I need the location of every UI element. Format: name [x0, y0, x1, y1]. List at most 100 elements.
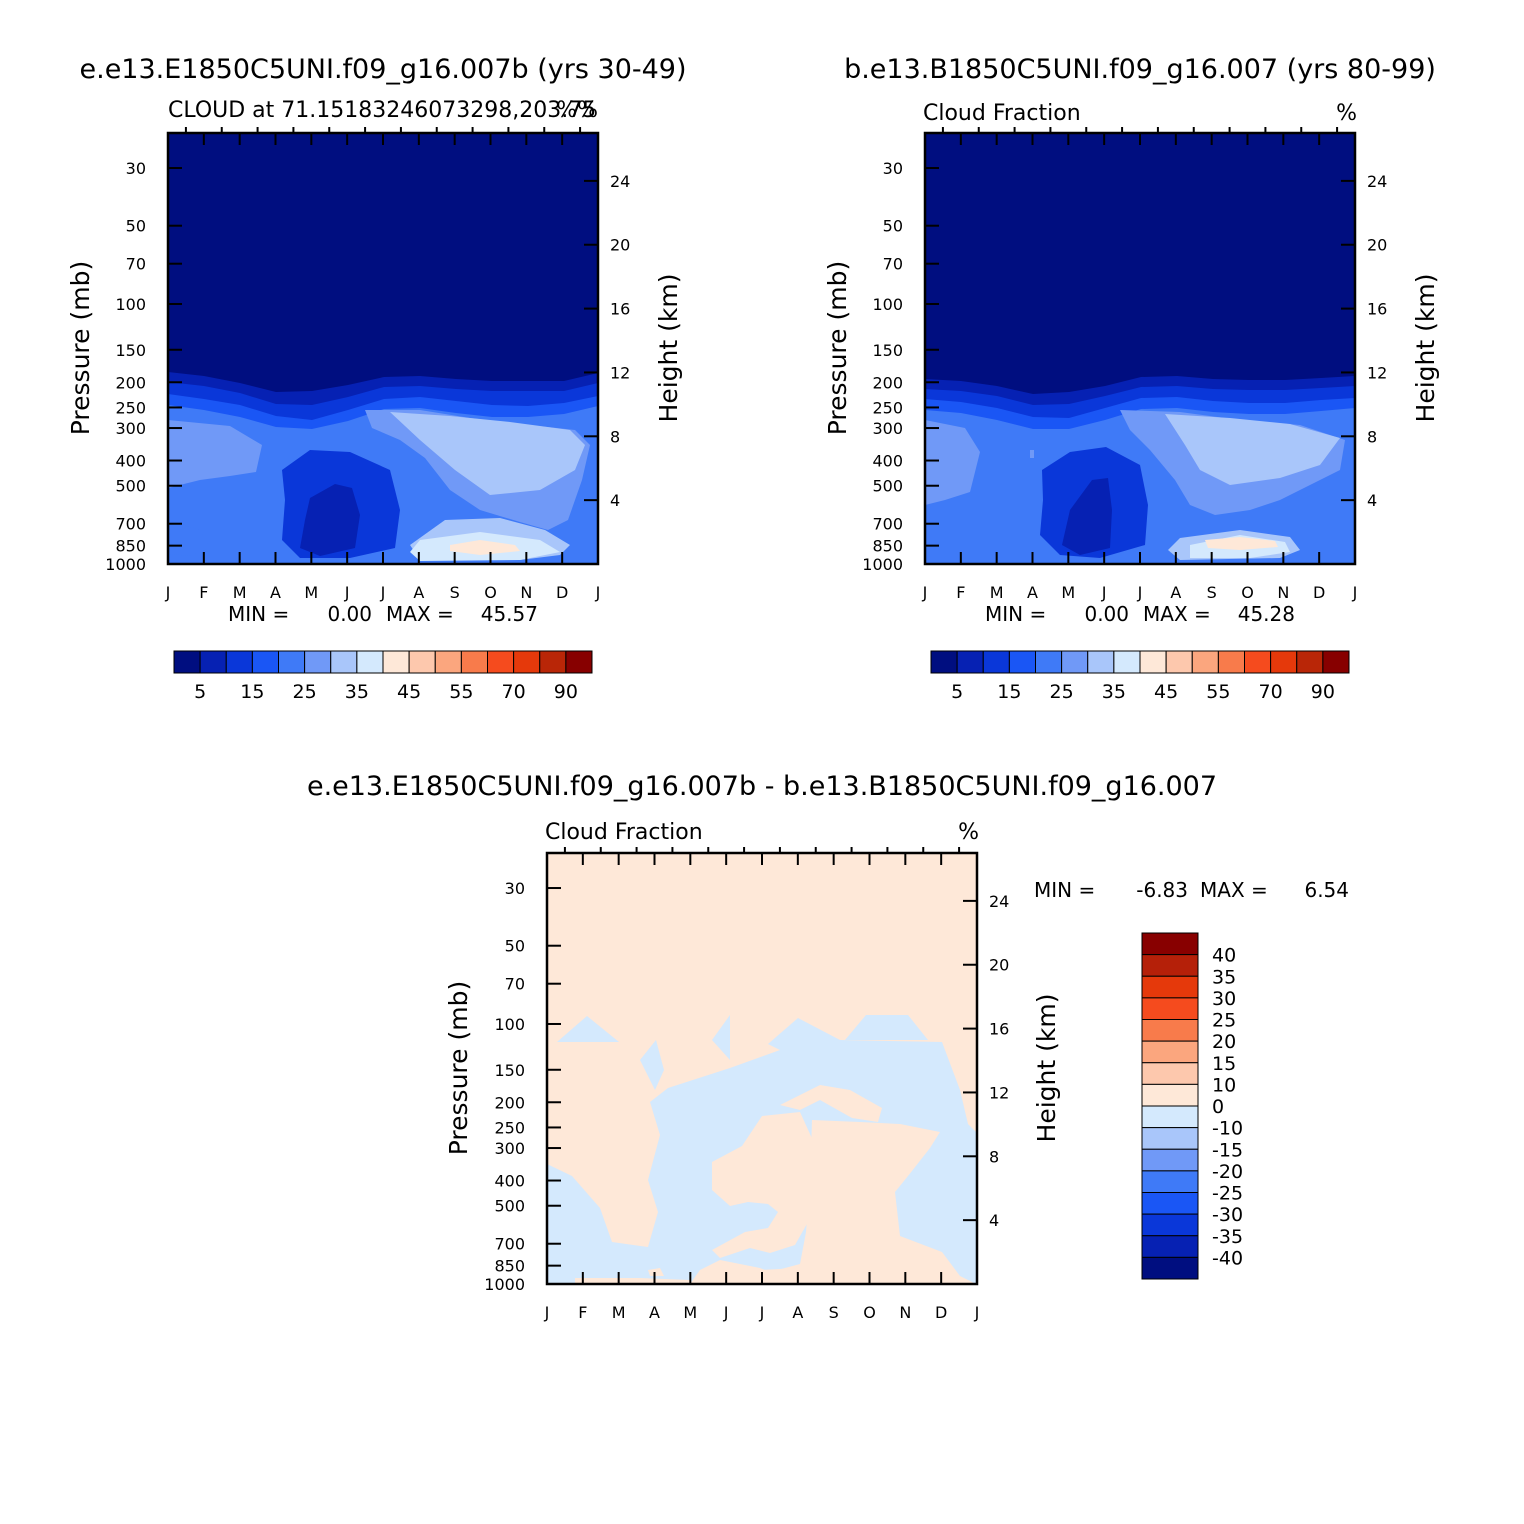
pressure-tick-label: 30	[505, 879, 525, 898]
pos-island-mid	[712, 1112, 815, 1258]
colorbar-swatch	[1322, 650, 1350, 674]
colorbar-label: -35	[1212, 1226, 1243, 1248]
colorbar-swatch	[1087, 650, 1115, 674]
colorbar-label: 35	[345, 681, 369, 703]
month-tick-label: J	[922, 583, 928, 602]
y2label-diff: Height (km)	[1032, 994, 1061, 1143]
pos-spot-bottom	[648, 1268, 664, 1276]
colorbar-label: 45	[1154, 681, 1178, 703]
stats-case: MIN = 0.00 MAX = 45.57	[228, 602, 538, 626]
colorbar-label: 25	[1050, 681, 1074, 703]
colorbar-label: 15	[1212, 1053, 1236, 1075]
min-label: MIN =	[1034, 878, 1095, 902]
pressure-tick-label: 200	[115, 373, 146, 392]
ylabel-control: Pressure (mb)	[823, 261, 852, 435]
month-tick-label: J	[1137, 583, 1143, 602]
colorbar-swatch	[460, 650, 488, 674]
band-core-deeper	[1062, 478, 1112, 555]
colorbar-swatch	[1141, 932, 1199, 956]
colorbar-swatch	[1165, 650, 1193, 674]
colorbar-label: -40	[1212, 1247, 1243, 1269]
month-tick-label: D	[1313, 583, 1325, 602]
band-spot	[1030, 450, 1034, 458]
title-control: b.e13.B1850C5UNI.f09_g16.007 (yrs 80-99)	[844, 54, 1436, 85]
neg-spot	[640, 1040, 664, 1090]
colorbar-swatch	[1139, 650, 1167, 674]
pressure-tick-label: 1000	[484, 1275, 525, 1294]
colorbar-swatch	[1141, 997, 1199, 1020]
colorbar-swatch	[382, 650, 410, 674]
colorbar-swatch	[1141, 1040, 1199, 1064]
pressure-tick-label: 30	[883, 159, 903, 178]
month-tick-label: N	[899, 1303, 911, 1322]
colorbar-swatch	[1141, 1213, 1199, 1237]
colorbar-label: 90	[1311, 681, 1335, 703]
pressure-tick-label: 150	[494, 1061, 525, 1080]
band-core-deeper	[300, 484, 360, 556]
month-tick-label: S	[450, 583, 460, 602]
colorbar-swatch	[1141, 1256, 1199, 1280]
colorbar-swatch	[539, 650, 567, 674]
subtitle-right: %%	[556, 98, 598, 123]
colorbar-label: 35	[1212, 966, 1236, 988]
month-tick-label: S	[829, 1303, 839, 1322]
month-tick-label: J	[165, 583, 171, 602]
colorbar-swatch	[408, 650, 436, 674]
month-tick-label: D	[935, 1303, 947, 1322]
colorbar-swatch	[1244, 650, 1272, 674]
colorbar-swatch	[1008, 650, 1036, 674]
height-tick-label: 4	[610, 491, 620, 510]
pressure-tick-label: 150	[872, 341, 903, 360]
colorbar-swatch	[487, 650, 515, 674]
pressure-tick-label: 50	[126, 217, 146, 236]
min-value: 0.00	[1084, 602, 1129, 626]
pressure-tick-label: 70	[505, 975, 525, 994]
colorbar-label: 30	[1212, 988, 1236, 1010]
month-tick-label: J	[974, 1303, 980, 1322]
month-tick-label: A	[413, 583, 424, 602]
colorbar-label: -30	[1212, 1204, 1243, 1226]
pressure-tick-label: 30	[126, 159, 146, 178]
month-tick-label: J	[544, 1303, 550, 1322]
colorbar-label: 15	[997, 681, 1021, 703]
max-value: 6.54	[1304, 878, 1349, 902]
colorbar-label: 45	[397, 681, 421, 703]
month-tick-label: F	[956, 583, 965, 602]
colorbar-swatch	[1141, 1083, 1199, 1107]
colorbar-swatch	[330, 650, 358, 674]
y2-ticks-case: 24 20 16 12 8 4	[584, 172, 630, 510]
month-tick-label: N	[1277, 583, 1289, 602]
colorbar-swatch	[434, 650, 462, 674]
colorbar-swatch	[1141, 954, 1199, 977]
pressure-tick-label: 700	[494, 1235, 525, 1254]
max-label: MAX =	[386, 602, 454, 626]
height-tick-label: 8	[610, 427, 620, 446]
colorbar-swatch	[304, 650, 332, 674]
colorbar-label: 90	[554, 681, 578, 703]
y2label-case: Height (km)	[654, 274, 683, 423]
band-low-left	[168, 520, 210, 556]
colorbar-swatch	[1141, 1127, 1199, 1150]
colorbar-swatch	[1061, 650, 1089, 674]
plot-area-control	[925, 133, 1355, 564]
colorbar-label: -10	[1212, 1118, 1243, 1140]
month-tick-label: J	[595, 583, 601, 602]
colorbar-swatch	[1217, 650, 1245, 674]
month-tick-label: J	[344, 583, 350, 602]
colorbar-swatch	[513, 650, 541, 674]
band-45	[450, 540, 520, 555]
pressure-tick-label: 1000	[862, 555, 903, 574]
pressure-tick-label: 500	[115, 477, 146, 496]
colorbar-swatch	[1141, 1148, 1199, 1172]
panel-diff: Cloud Fraction % 30507010015020025030040…	[444, 820, 1349, 1322]
pressure-tick-label: 200	[872, 373, 903, 392]
month-tick-label: A	[649, 1303, 660, 1322]
pressure-tick-label: 850	[115, 537, 146, 556]
colorbar-swatch	[1141, 1105, 1199, 1129]
month-tick-label: O	[863, 1303, 876, 1322]
